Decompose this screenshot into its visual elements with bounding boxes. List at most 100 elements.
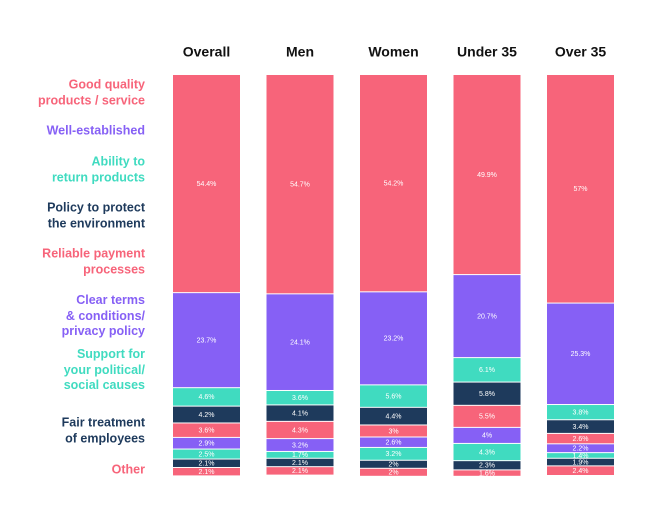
column-header: Women (368, 44, 418, 60)
value-label: 3.2% (292, 442, 308, 449)
value-label: 49.9% (477, 172, 497, 179)
value-label: 4.3% (292, 427, 308, 434)
bar-segment (173, 459, 240, 467)
legend-label: Ability to return products (51, 154, 145, 185)
value-label: 1.4% (573, 453, 589, 460)
value-label: 5.6% (386, 393, 402, 400)
bar-segment (360, 468, 427, 476)
legend-label: Good quality products / service (38, 77, 145, 108)
value-label: 57% (573, 186, 587, 193)
value-label: 5.5% (479, 414, 495, 421)
bar-segment (266, 421, 334, 439)
bar-segment (453, 405, 521, 427)
bar-segment (266, 451, 334, 458)
bar-segment (173, 406, 240, 423)
bar-segment (266, 467, 334, 475)
value-label: 20.7% (477, 313, 497, 320)
bar-segment (173, 388, 240, 406)
bar-segment (547, 433, 614, 444)
bar-segment (360, 425, 427, 437)
value-label: 2.6% (386, 440, 402, 447)
value-label: 1.6% (479, 470, 495, 477)
legend-label: Policy to protect the environment (47, 200, 145, 231)
value-label: 2.4% (573, 468, 589, 475)
column-header: Men (286, 44, 314, 60)
bar-segment (173, 467, 240, 476)
value-label: 2.6% (573, 436, 589, 443)
legend-label: Reliable payment processes (42, 246, 145, 277)
legend-label: Well-established (46, 123, 145, 138)
bar-segment (453, 470, 521, 476)
bar-segment (173, 75, 240, 293)
value-label: 54.7% (290, 182, 310, 189)
bar-segment (547, 420, 614, 433)
value-label: 4.4% (386, 413, 402, 420)
bar-segment (266, 405, 334, 421)
column-header: Overall (183, 44, 230, 60)
value-label: 23.2% (384, 336, 404, 343)
value-label: 3% (388, 428, 398, 435)
value-label: 4.2% (199, 412, 215, 419)
value-label: 23.7% (197, 338, 217, 345)
bar-segment (173, 423, 240, 437)
bar-segment (266, 390, 334, 405)
value-label: 5.8% (479, 391, 495, 398)
bar-segment (360, 75, 427, 292)
legend-label: Clear terms & conditions/ privacy policy (61, 292, 145, 338)
bar-segment (360, 447, 427, 460)
bar-segment (266, 294, 334, 390)
bar-segment (173, 293, 240, 388)
value-label: 3.8% (573, 409, 589, 416)
bar-segment (266, 75, 334, 294)
value-label: 2% (388, 470, 398, 477)
value-label: 6.1% (479, 367, 495, 374)
bar-segment (173, 437, 240, 449)
legend-label: Other (111, 462, 145, 477)
value-label: 2.5% (199, 451, 215, 458)
value-label: 54.2% (384, 181, 404, 188)
bar-segment (453, 275, 521, 358)
value-label: 3.6% (292, 395, 308, 402)
bar-segment (453, 427, 521, 443)
value-label: 2.1% (292, 468, 308, 475)
value-label: 4% (482, 433, 492, 440)
bar-segment (360, 292, 427, 385)
legend-label: Fair treatment of employees (61, 415, 145, 446)
bar-segment (547, 303, 614, 405)
bar-segment (360, 385, 427, 407)
bar-segment (266, 439, 334, 451)
bar-segment (453, 75, 521, 275)
legend-label: Support for your political/ social cause… (63, 346, 145, 392)
value-label: 2.1% (292, 460, 308, 467)
column-header: Over 35 (555, 44, 607, 60)
value-label: 2.3% (479, 463, 495, 470)
bar-segment (547, 75, 614, 303)
value-label: 2.9% (199, 441, 215, 448)
bar-segment (547, 453, 614, 458)
value-label: 1.9% (573, 459, 589, 466)
value-label: 54.4% (197, 181, 217, 188)
value-label: 1.7% (292, 452, 308, 459)
value-label: 3.2% (386, 451, 402, 458)
bar-segment (453, 382, 521, 405)
bar-segment (360, 407, 427, 425)
value-label: 4.3% (479, 449, 495, 456)
value-label: 25.3% (571, 351, 591, 358)
bar-segment (453, 443, 521, 461)
bar-segment (173, 449, 240, 459)
column-header: Under 35 (457, 44, 517, 60)
bar-segment (547, 466, 614, 475)
value-label: 2.2% (573, 446, 589, 453)
value-label: 24.1% (290, 340, 310, 347)
bar-segment (266, 458, 334, 467)
value-label: 4.6% (199, 394, 215, 401)
value-label: 3.4% (573, 424, 589, 431)
bar-segment (453, 358, 521, 382)
value-label: 2% (388, 462, 398, 469)
bar-segment (360, 437, 427, 447)
value-label: 3.6% (199, 428, 215, 435)
value-label: 2.1% (199, 469, 215, 476)
value-label: 4.1% (292, 410, 308, 417)
